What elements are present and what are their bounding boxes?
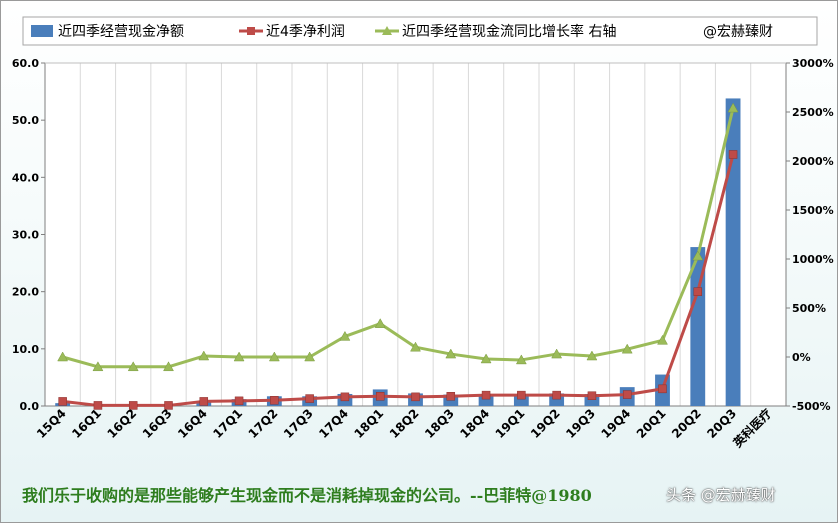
footer-quote: 我们乐于收购的是那些能够产生现金而不是消耗掉现金的公司。--巴菲特@1980 [22,486,592,505]
marker-net-profit [481,390,491,400]
x-tick-label: 16Q2 [105,406,140,441]
marker-net-profit [234,396,244,406]
marker-growth-rate [127,361,139,372]
left-tick-label: 40.0 [12,171,39,184]
left-tick-label: 10.0 [12,343,39,356]
right-tick-label: 3000% [792,57,834,70]
x-tick-label: 19Q3 [563,406,598,441]
marker-net-profit [446,392,456,401]
marker-net-profit [375,392,385,401]
marker-growth-rate [586,350,598,361]
right-tick-label: 2500% [792,106,834,119]
x-tick-label: 20Q1 [634,406,669,441]
marker-net-profit [128,401,138,410]
marker-growth-rate [57,351,69,362]
watermark: 头条 @宏赫臻财 [666,486,776,504]
legend-marker-growth-rate [382,26,392,35]
x-tick-label: 19Q2 [528,406,563,441]
marker-growth-rate [445,348,457,359]
x-tick-label: 15Q4 [34,406,69,441]
marker-growth-rate [410,341,421,352]
right-tick-label: 500% [792,302,826,315]
left-tick-label: 0.0 [20,400,40,413]
x-tick-label: 18Q3 [422,406,457,441]
marker-growth-rate [304,351,316,362]
x-tick-label: 16Q3 [140,406,175,441]
left-tick-label: 30.0 [12,229,39,242]
x-tick-label: 18Q2 [387,406,422,441]
x-tick-label: 英科医疗 [730,406,775,451]
marker-net-profit [199,397,209,406]
marker-net-profit [93,401,103,410]
marker-net-profit [305,394,314,403]
marker-growth-rate [621,343,633,354]
line-net-profit [62,154,735,407]
marker-growth-rate [480,353,492,364]
marker-growth-rate [233,351,245,362]
marker-net-profit [340,392,350,402]
marker-net-profit [517,390,526,400]
right-tick-label: 0% [792,351,811,364]
bar-cash-flow [725,98,741,407]
legend-label: 近四季经营现金净额 [58,24,184,40]
marker-growth-rate [727,102,739,113]
legend-marker-net-profit [247,27,255,35]
marker-growth-rate [198,350,210,361]
marker-net-profit [658,384,667,394]
x-tick-label: 17Q4 [316,406,351,441]
x-tick-label: 19Q4 [599,406,634,441]
legend-swatch-cash-flow [31,25,53,37]
marker-net-profit [693,287,703,296]
left-tick-label: 50.0 [12,114,39,127]
marker-growth-rate [657,334,668,345]
x-tick-label: 17Q1 [210,406,245,441]
marker-growth-rate [551,348,563,359]
x-tick-label: 17Q2 [246,406,281,441]
right-tick-label: 2000% [792,155,834,168]
right-tick-label: 1000% [792,253,834,266]
marker-net-profit [411,392,420,402]
x-tick-label: 18Q1 [352,406,387,441]
marker-growth-rate [374,318,386,328]
bar-cash-flow [690,247,706,406]
x-tick-label: 17Q3 [281,406,316,441]
marker-growth-rate [163,361,174,372]
legend-label: 近4季净利润 [266,24,345,40]
marker-growth-rate [92,361,104,372]
legend-box [22,16,818,46]
left-tick-label: 20.0 [12,286,39,299]
legend-label: 近四季经营现金流同比增长率 右轴 [402,23,616,40]
marker-growth-rate [339,330,351,341]
marker-net-profit [728,150,738,159]
x-tick-label: 20Q2 [669,406,704,441]
right-tick-label: -500% [792,400,831,413]
marker-net-profit [587,391,597,400]
x-tick-label: 18Q4 [457,406,492,441]
left-tick-label: 60.0 [12,57,39,70]
x-tick-label: 16Q4 [175,406,210,441]
right-tick-label: 1500% [792,204,834,217]
marker-growth-rate [268,351,280,362]
line-growth-rate [62,107,735,369]
marker-net-profit [58,397,67,406]
marker-growth-rate [692,250,704,261]
marker-net-profit [622,390,632,399]
legend-extra-label: @宏赫臻财 [703,24,773,40]
marker-net-profit [270,396,279,405]
x-tick-label: 16Q1 [69,406,104,441]
x-tick-label: 19Q1 [493,406,528,441]
marker-net-profit [164,401,173,410]
marker-growth-rate [515,354,527,365]
marker-net-profit [552,390,561,400]
